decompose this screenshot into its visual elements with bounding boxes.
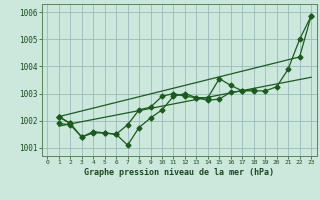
X-axis label: Graphe pression niveau de la mer (hPa): Graphe pression niveau de la mer (hPa) [84,168,274,177]
